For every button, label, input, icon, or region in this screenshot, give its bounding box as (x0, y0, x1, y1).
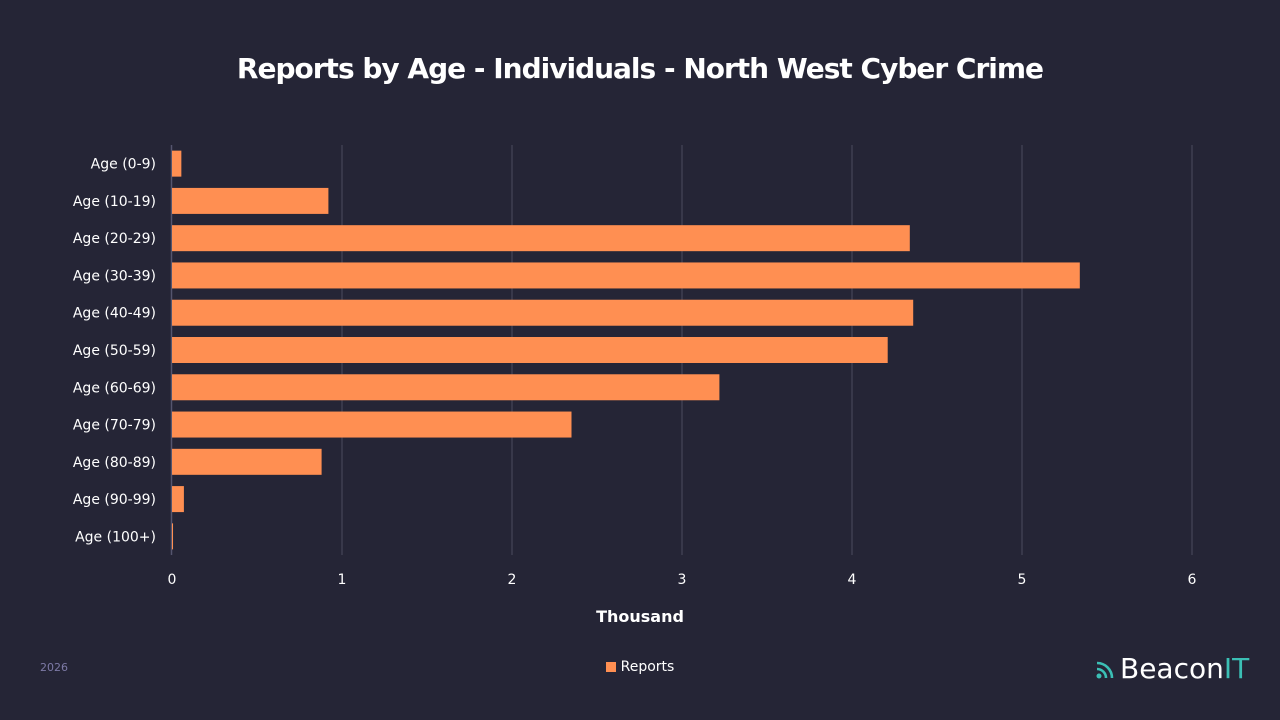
bar (172, 448, 322, 475)
y-tick-label: Age (70-79) (73, 418, 156, 434)
x-tick-label: 0 (168, 572, 177, 588)
bar (172, 299, 914, 326)
bar (172, 523, 174, 550)
bar (172, 337, 888, 363)
bar (172, 150, 182, 177)
bar (172, 486, 184, 513)
y-tick-label: Age (50-59) (73, 343, 156, 359)
y-tick-label: Age (10-19) (73, 194, 156, 210)
y-tick-label: Age (60-69) (73, 380, 156, 396)
y-tick-label: Age (40-49) (73, 306, 156, 322)
bar (172, 262, 1080, 289)
x-tick-label: 2 (508, 572, 517, 588)
x-tick-label: 1 (338, 572, 347, 588)
y-tick-label: Age (100+) (75, 529, 156, 545)
footer-year: 2026 (40, 661, 68, 674)
chart-title: Reports by Age - Individuals - North Wes… (236, 52, 1044, 85)
y-tick-label: Age (30-39) (73, 268, 156, 284)
y-tick-label: Age (20-29) (73, 231, 156, 247)
y-tick-label: Age (80-89) (73, 455, 156, 471)
legend-label: Reports (620, 659, 675, 675)
bar (172, 374, 720, 401)
y-tick-label: Age (90-99) (73, 492, 156, 508)
x-tick-label: 4 (848, 572, 857, 588)
legend-swatch (605, 662, 616, 672)
x-tick-label: 6 (1188, 572, 1197, 588)
logo-text: Beacon (1120, 652, 1224, 685)
x-tick-label: 5 (1018, 572, 1027, 588)
legend: Reports (0, 659, 1280, 675)
bar (172, 411, 572, 438)
x-tick-label: 3 (678, 572, 687, 588)
bar (172, 225, 910, 252)
y-tick-label: Age (0-9) (91, 157, 156, 173)
beaconit-logo: Beacon IT (1094, 652, 1249, 685)
bar (172, 187, 329, 214)
logo-accent: IT (1223, 652, 1250, 685)
signal-icon (1096, 661, 1114, 678)
x-axis-label: Thousand (596, 607, 684, 626)
